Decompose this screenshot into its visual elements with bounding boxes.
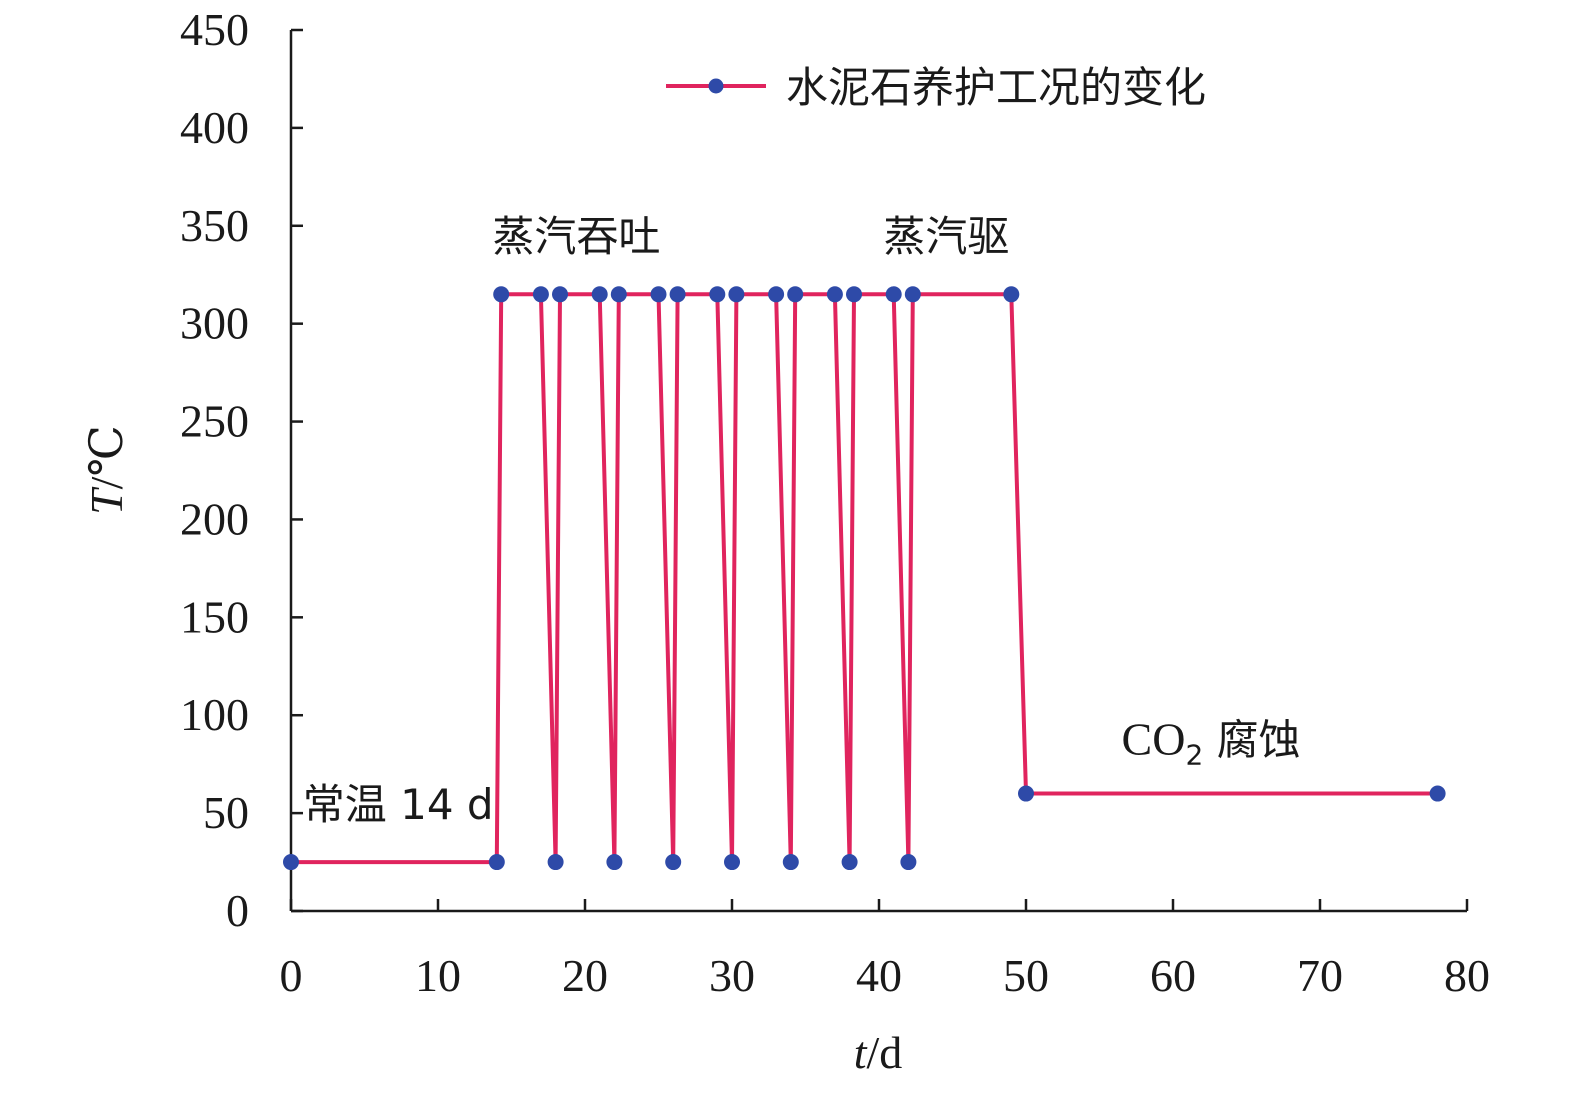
data-point	[665, 854, 682, 871]
data-point	[283, 854, 299, 871]
data-point	[1003, 286, 1020, 303]
y-tick-label: 400	[180, 102, 249, 153]
x-tick-label: 0	[280, 950, 303, 1001]
data-point	[532, 286, 549, 303]
y-tick-label: 450	[180, 4, 249, 55]
data-point	[904, 286, 921, 303]
data-point	[1429, 785, 1446, 802]
y-tick-label: 200	[180, 493, 249, 544]
data-point	[610, 286, 627, 303]
data-point	[846, 286, 863, 303]
data-point	[841, 854, 858, 871]
annotations: 常温 14 d 蒸汽吞吐 蒸汽驱 CO2 腐蚀	[303, 212, 1301, 829]
data-point	[900, 854, 917, 871]
data-point	[728, 286, 745, 303]
x-tick-label: 70	[1297, 950, 1343, 1001]
data-point	[885, 286, 902, 303]
data-point	[493, 286, 510, 303]
series-line	[291, 292, 1438, 865]
annotation: 蒸汽吞吐	[492, 212, 660, 261]
data-point	[709, 286, 726, 303]
y-tick-label: 50	[203, 787, 249, 838]
x-tick-label: 80	[1444, 950, 1490, 1001]
annotation: 常温 14 d	[303, 780, 494, 829]
y-tick-label: 350	[180, 200, 249, 251]
data-point	[547, 854, 564, 871]
axes	[289, 30, 1467, 913]
legend-marker	[708, 78, 724, 94]
annotation: CO2 腐蚀	[1122, 713, 1301, 771]
y-tick-label: 300	[180, 298, 249, 349]
y-axis-title: T/℃	[81, 425, 132, 515]
data-point	[782, 854, 799, 871]
x-tick-label: 50	[1003, 950, 1049, 1001]
x-tick-label: 60	[1150, 950, 1196, 1001]
data-point	[1018, 785, 1034, 802]
data-point	[787, 286, 804, 303]
x-tick-label: 10	[415, 950, 461, 1001]
annotation: 蒸汽驱	[883, 212, 1009, 261]
y-tick-label: 0	[226, 885, 249, 936]
data-point	[606, 854, 623, 871]
data-point	[724, 854, 740, 871]
y-tick-label: 150	[180, 591, 249, 642]
x-tick-label: 30	[709, 950, 755, 1001]
data-point	[826, 286, 843, 303]
data-point	[768, 286, 785, 303]
data-point	[650, 286, 667, 303]
data-point	[488, 854, 505, 871]
x-tick-label: 40	[856, 950, 902, 1001]
y-tick-label: 250	[180, 396, 249, 447]
x-axis-var: t	[854, 1027, 868, 1078]
legend: 水泥石养护工况的变化	[666, 63, 1206, 112]
y-tick-label: 100	[180, 689, 249, 740]
legend-label: 水泥石养护工况的变化	[786, 63, 1206, 112]
y-axis-unit: /℃	[81, 425, 132, 489]
x-axis-unit: /d	[867, 1027, 903, 1078]
data-point	[669, 286, 686, 303]
data-point	[591, 286, 608, 303]
x-axis-title: t/d	[854, 1027, 903, 1078]
data-point	[552, 286, 569, 303]
series	[283, 286, 1446, 871]
ticks: 0 50 100 150 200 250 300 350 400 450 0 10 20 30 40 50 60…	[180, 4, 1490, 1001]
x-tick-label: 20	[562, 950, 608, 1001]
y-axis-var: T	[81, 486, 132, 515]
